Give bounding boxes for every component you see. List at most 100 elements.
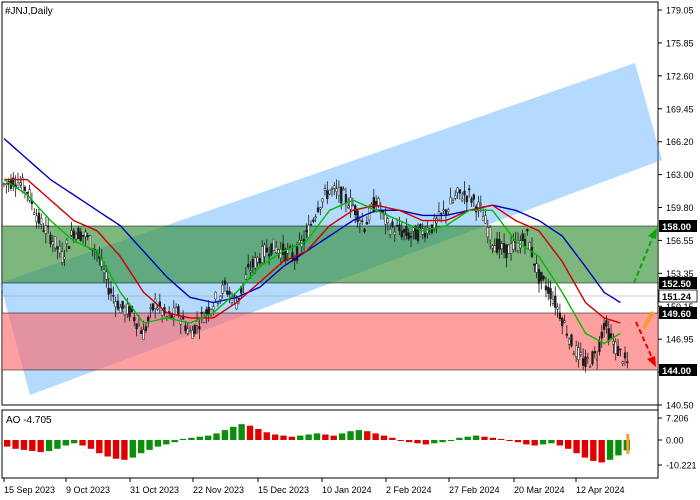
- candle-body: [70, 230, 73, 236]
- candle-body: [270, 243, 273, 255]
- ao-histogram: [4, 424, 630, 463]
- candle-body: [384, 213, 387, 225]
- ao-bar: [523, 440, 530, 445]
- price-tick-label: 163.00: [666, 170, 694, 180]
- ao-bar: [581, 440, 589, 458]
- candle-body: [244, 274, 248, 280]
- ao-bar: [29, 440, 36, 451]
- candle-body: [572, 353, 576, 356]
- candle-body: [477, 201, 480, 208]
- candle-body: [535, 263, 538, 273]
- candle-body: [493, 245, 496, 252]
- ao-bar: [347, 431, 354, 440]
- candle-body: [191, 330, 194, 339]
- ao-bar: [196, 436, 203, 440]
- candle-body: [281, 243, 285, 255]
- ao-bar: [121, 440, 128, 460]
- candle-body: [616, 346, 620, 356]
- candle-body: [35, 215, 38, 223]
- ao-bar: [464, 436, 471, 440]
- candle-body: [2, 183, 6, 186]
- candle-body: [86, 235, 89, 237]
- candle-body: [330, 188, 334, 190]
- candle-body: [272, 238, 275, 251]
- ao-bar: [598, 440, 605, 463]
- candle-body: [351, 204, 355, 206]
- time-tick-label: 9 Oct 2023: [66, 485, 110, 495]
- candle-body: [500, 243, 503, 249]
- candle-body: [575, 345, 578, 358]
- candle-body: [509, 243, 513, 254]
- candle-body: [268, 253, 271, 257]
- candle-body: [88, 235, 92, 250]
- candle-body: [123, 306, 127, 316]
- candle-body: [395, 225, 399, 227]
- ao-bar: [590, 440, 597, 461]
- candle-body: [614, 341, 617, 355]
- ao-bar: [204, 435, 212, 440]
- candle-body: [312, 219, 315, 222]
- ao-bar: [313, 433, 321, 440]
- ao-axis: 7.206 0.00 -10.221: [658, 414, 697, 471]
- candle-body: [42, 230, 45, 232]
- support-zone: [2, 313, 658, 370]
- ao-bar: [355, 430, 363, 440]
- candle-body: [314, 216, 317, 219]
- ao-bar: [322, 434, 329, 440]
- ao-bar: [498, 438, 505, 440]
- ao-bar: [70, 440, 78, 444]
- candle-body: [40, 217, 43, 225]
- candle-body: [195, 321, 199, 326]
- svg-text:149.60: 149.60: [662, 309, 691, 320]
- ao-bar: [372, 433, 379, 440]
- candle-body: [505, 244, 508, 259]
- candle-body: [484, 215, 487, 224]
- candle-body: [412, 227, 415, 232]
- ao-bar: [20, 440, 28, 450]
- candle-body: [74, 233, 78, 240]
- price-tick-label: 172.60: [666, 71, 694, 81]
- candle-body: [84, 231, 87, 237]
- ao-bar: [380, 435, 388, 440]
- ao-bar: [506, 440, 513, 441]
- candle-body: [193, 324, 196, 334]
- candle-body: [37, 212, 41, 224]
- candle-body: [128, 306, 131, 318]
- candle-body: [554, 295, 557, 308]
- candle-body: [119, 306, 122, 313]
- price-tick-label: 156.55: [666, 236, 694, 246]
- level-tag-support-top: 149.60: [659, 307, 697, 320]
- ao-bar: [179, 438, 187, 440]
- candle-body: [321, 198, 324, 203]
- candle-body: [544, 285, 548, 291]
- candle-body: [60, 251, 64, 263]
- candle-body: [140, 330, 143, 334]
- candle-body: [81, 235, 85, 237]
- candle-body: [551, 299, 555, 304]
- candle-body: [263, 244, 266, 257]
- svg-text:158.00: 158.00: [662, 222, 691, 233]
- candle-body: [621, 361, 624, 364]
- candle-body: [214, 291, 217, 300]
- candle-body: [67, 246, 71, 249]
- candle-body: [258, 258, 262, 264]
- candle-body: [402, 229, 406, 233]
- ma-mid-line: [4, 178, 621, 324]
- candle-body: [386, 218, 389, 224]
- candle-body: [602, 323, 606, 330]
- candle-body: [540, 271, 543, 281]
- candle-body: [198, 326, 201, 330]
- orange-pointer-arrow: [642, 311, 655, 329]
- candle-body: [547, 286, 550, 294]
- candle-body: [77, 227, 80, 240]
- candle-body: [202, 317, 206, 323]
- ao-bar: [489, 437, 497, 440]
- ao-bar: [96, 440, 103, 454]
- time-tick-label: 15 Sep 2023: [4, 485, 55, 495]
- candle-body: [561, 317, 564, 327]
- level-tag-support-bottom: 144.00: [659, 364, 697, 377]
- candle-body: [463, 190, 466, 196]
- candle-body: [207, 306, 210, 315]
- candle-body: [126, 303, 129, 315]
